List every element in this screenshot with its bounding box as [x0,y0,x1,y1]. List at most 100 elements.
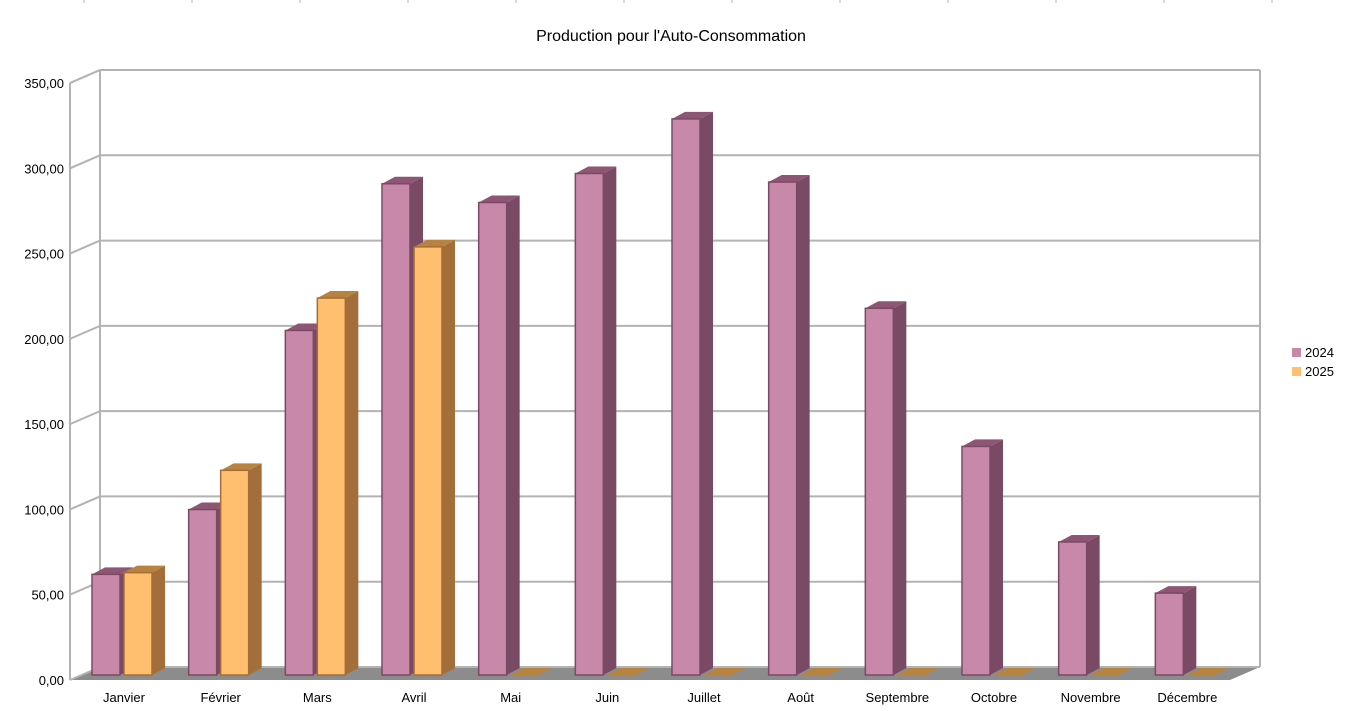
bar-front [961,445,991,676]
x-tick-label: Novembre [1061,690,1121,705]
y-tick-label: 300,00 [24,161,64,176]
bar-top [188,502,230,510]
bar-side [700,111,713,676]
bar-2025-Février [219,463,262,676]
bar-2024-Novembre [1057,534,1100,676]
bar-top [672,111,713,119]
gridline-side [69,239,101,255]
bar-front [91,573,121,676]
bar-side [442,239,455,675]
x-tick-label: Août [787,690,814,705]
bars [91,111,1229,676]
x-tick-label: Mai [500,690,521,705]
legend: 2024 2025 [1292,345,1334,379]
x-tick-label: Janvier [103,690,146,705]
bar-top [1155,586,1197,594]
legend-swatch-2025 [1292,367,1301,376]
bar-2024-Juin [574,166,617,676]
x-tick-label: Février [200,690,241,705]
bar-front [187,508,218,676]
y-tick-label: 200,00 [24,332,64,347]
x-axis-labels: Janvier Février Mars Avril Mai Juin Juillet Aoû… [103,690,1217,705]
bar-front [316,297,347,676]
legend-label-2024: 2024 [1305,345,1334,360]
bar-side [1086,534,1100,675]
y-tick-label: 150,00 [24,417,64,432]
bar-2025-Mai [510,668,552,675]
bar-side [248,463,262,675]
bar-side [990,439,1003,675]
bar-top [220,463,262,471]
y-tick-label: 50,00 [31,588,64,603]
bar-2025-Septembre [897,668,939,675]
bar-side [506,195,520,675]
bar-zero [510,668,552,675]
bar-zero [607,668,649,675]
bar-2025-Novembre [1090,668,1132,675]
bar-2025-Juillet [704,668,745,675]
bar-side [893,301,907,675]
bar-top [575,166,617,174]
bar-top [317,291,359,299]
x-tick-label: Octobre [971,690,1017,705]
bar-front [123,571,153,676]
y-tick-label: 0,00 [39,673,64,688]
bar-top [124,565,165,573]
bar-zero [1187,668,1229,675]
bar-2025-Décembre [1187,668,1229,675]
bar-2024-Juillet [671,111,713,676]
y-tick-label: 250,00 [24,247,64,262]
bar-zero [1090,668,1132,675]
bar-side [1183,586,1197,675]
gridline-side [69,154,101,170]
gridline-side [69,410,101,426]
bar-front [864,307,895,676]
wall-top-edge [69,69,101,84]
x-tick-label: Décembre [1157,690,1217,705]
x-tick-label: Juillet [687,690,721,705]
x-tick-label: Septembre [866,690,930,705]
bar-front [671,118,701,676]
y-tick-label: 350,00 [24,76,64,91]
bar-2024-Mai [477,195,520,676]
x-tick-label: Avril [401,690,426,705]
bar-2025-Août [800,668,842,675]
bar-front [1154,592,1185,676]
bar-2025-Janvier [123,565,165,676]
bar-2024-Décembre [1154,586,1197,676]
bar-top [865,301,907,309]
bar-side [152,565,165,675]
legend-label-2025: 2025 [1305,364,1334,379]
bar-top [285,323,327,331]
bar-2024-Septembre [864,301,907,676]
bar-front [284,329,315,676]
bar-front [767,181,798,676]
legend-swatch-2024 [1292,348,1301,357]
bar-front [413,246,443,676]
bar-zero [994,668,1035,675]
gridline-side [69,324,101,340]
bar-top [478,195,520,203]
bar-side [345,291,359,675]
bar-2025-Octobre [994,668,1035,675]
gridline-side [69,495,101,511]
bar-2024-Octobre [961,439,1003,676]
bar-top [768,175,810,183]
bar-side [603,166,617,675]
bar-side [796,175,810,675]
x-tick-label: Mars [303,690,332,705]
bar-zero [704,668,745,675]
chart-title: Production pour l'Auto-Consommation [536,28,806,45]
bar-2024-Août [767,175,810,676]
x-tick-label: Juin [595,690,619,705]
axes [69,0,1273,680]
bar-top [414,239,455,247]
bar-zero [800,668,842,675]
bar-front [219,469,250,676]
bar-top [1058,534,1100,542]
bar-front [477,201,508,676]
bar-zero [897,668,939,675]
y-axis-labels: 0,00 50,00 100,00 150,00 200,00 250,00 300,00 3… [24,76,64,688]
bar-top [92,567,133,575]
